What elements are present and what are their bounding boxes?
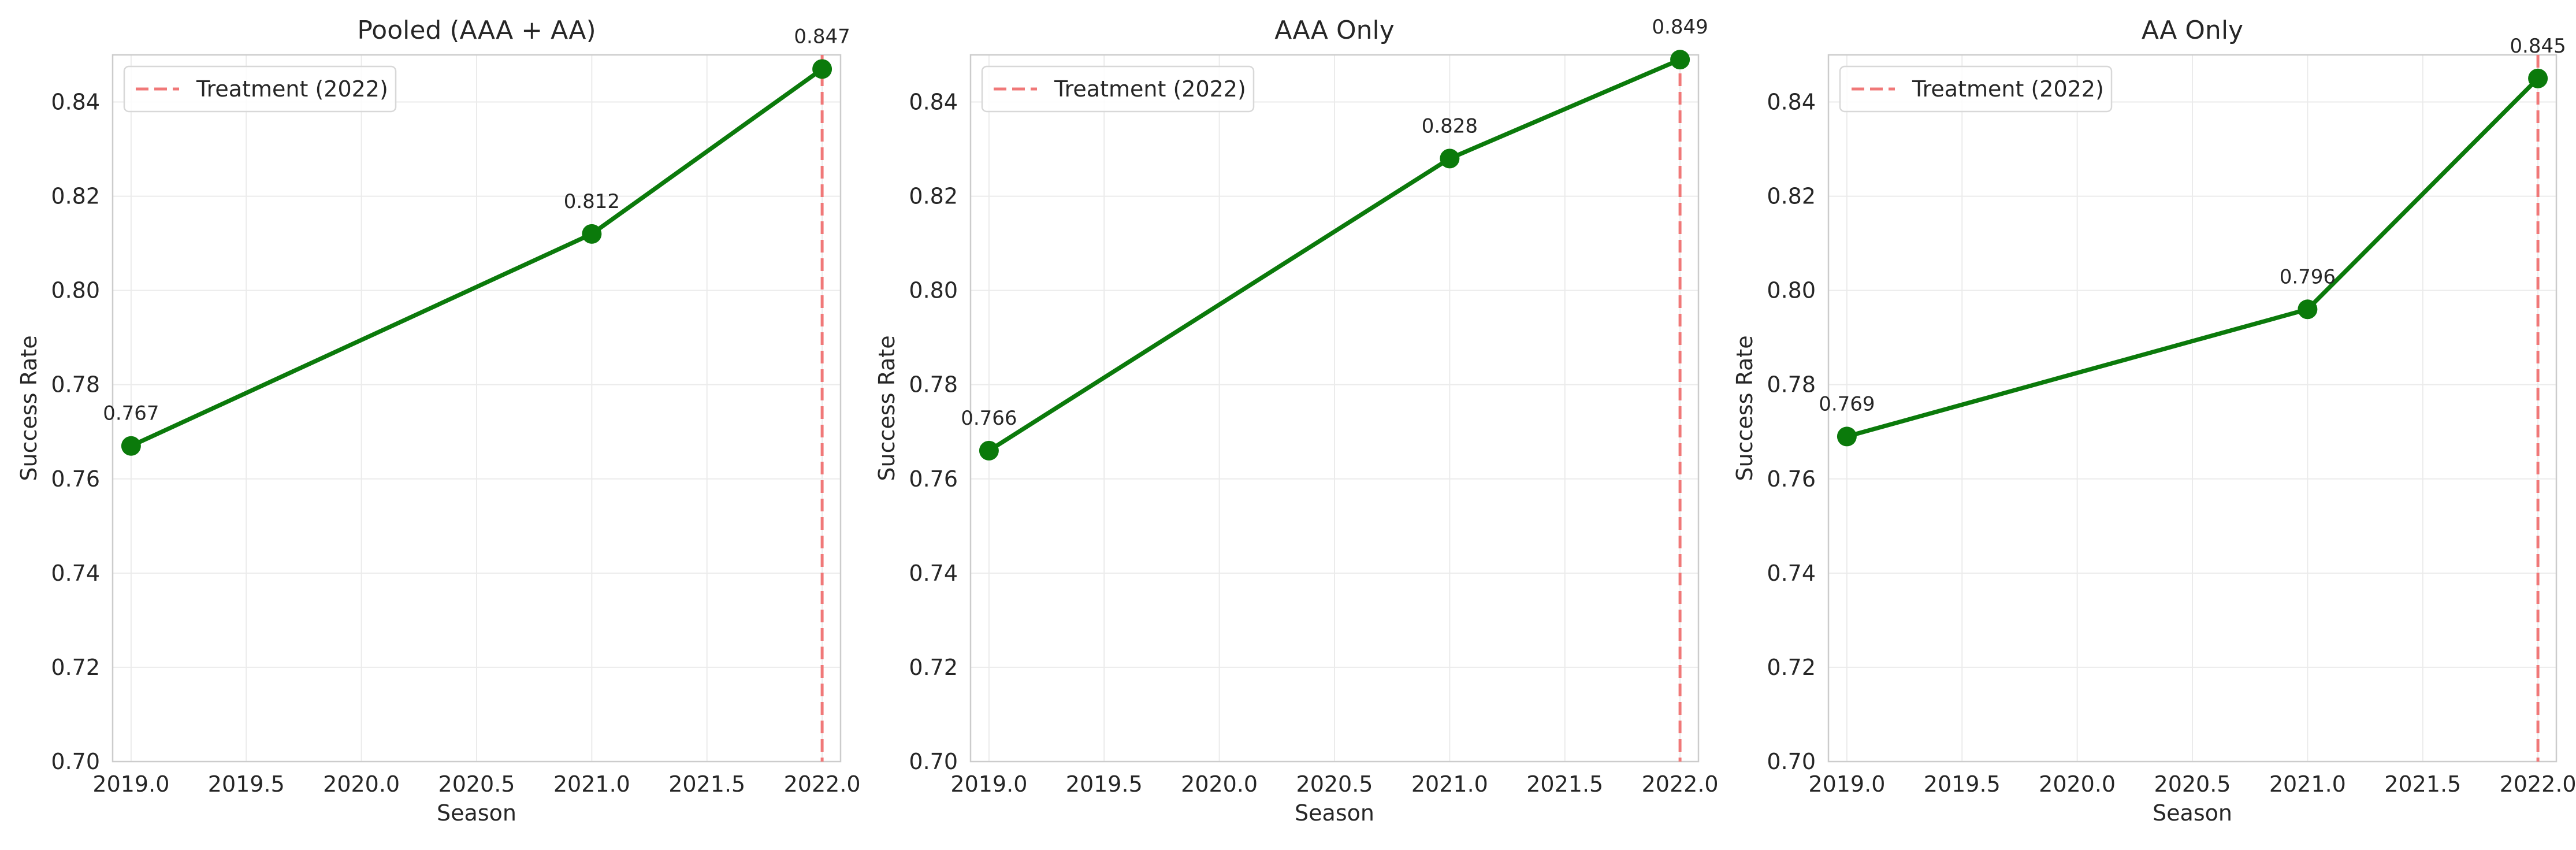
data-label: 0.796 <box>2280 265 2336 288</box>
y-tick-label: 0.80 <box>1767 278 1816 303</box>
x-tick-label: 2020.5 <box>2154 771 2231 797</box>
data-label: 0.769 <box>1819 392 1875 415</box>
legend-label: Treatment (2022) <box>1912 76 2104 102</box>
y-tick-label: 0.76 <box>1767 466 1816 492</box>
y-tick-label: 0.82 <box>909 184 958 209</box>
y-tick-label: 0.76 <box>51 466 100 492</box>
data-point <box>2528 68 2548 88</box>
x-tick-label: 2020.5 <box>438 771 515 797</box>
chart-panel-aaa-only: 2019.0 2019.5 2020.0 2020.5 2021.0 2021.5 2022… <box>874 16 1719 826</box>
y-axis-label: Success Rate <box>16 335 42 481</box>
y-tick-label: 0.84 <box>909 90 958 115</box>
x-tick-label: 2022.0 <box>1642 771 1719 797</box>
x-tick-label: 2019.0 <box>92 771 169 797</box>
x-tick-label: 2020.0 <box>2039 771 2116 797</box>
chart-title: Pooled (AAA + AA) <box>357 16 596 45</box>
x-tick-label: 2019.5 <box>208 771 285 797</box>
x-tick-label: 2021.5 <box>1526 771 1603 797</box>
x-tick-label: 2019.5 <box>1066 771 1143 797</box>
x-tick-label: 2022.0 <box>784 771 861 797</box>
x-tick-label: 2020.5 <box>1296 771 1373 797</box>
legend-box <box>123 65 397 113</box>
y-tick-label: 0.80 <box>51 278 100 303</box>
data-label: 0.849 <box>1652 16 1708 39</box>
data-label: 0.847 <box>794 25 850 48</box>
data-label: 0.845 <box>2510 35 2566 58</box>
y-axis-label: Success Rate <box>874 335 899 481</box>
x-axis-label: Season <box>437 800 516 826</box>
legend-label: Treatment (2022) <box>196 76 388 102</box>
y-tick-label: 0.74 <box>1767 561 1816 586</box>
x-tick-label: 2021.5 <box>2384 771 2461 797</box>
y-tick-label: 0.70 <box>51 749 100 774</box>
y-tick-label: 0.78 <box>51 372 100 398</box>
y-tick-label: 0.72 <box>1767 655 1816 680</box>
y-tick-label: 0.84 <box>1767 90 1816 115</box>
data-point <box>979 440 999 461</box>
y-tick-label: 0.74 <box>51 561 100 586</box>
x-tick-label: 2021.0 <box>1411 771 1488 797</box>
x-tick-label: 2021.5 <box>668 771 745 797</box>
x-tick-label: 2020.0 <box>1181 771 1258 797</box>
data-point <box>1837 426 1857 447</box>
chart-title: AA Only <box>2142 16 2243 45</box>
x-axis-label: Season <box>2153 800 2232 826</box>
y-tick-label: 0.70 <box>1767 749 1816 774</box>
data-label: 0.812 <box>564 190 620 213</box>
data-point <box>2298 299 2318 320</box>
x-tick-label: 2020.0 <box>323 771 400 797</box>
y-tick-label: 0.82 <box>51 184 100 209</box>
data-point <box>1440 149 1460 169</box>
y-tick-label: 0.76 <box>909 466 958 492</box>
x-tick-label: 2022.0 <box>2500 771 2576 797</box>
y-tick-label: 0.82 <box>1767 184 1816 209</box>
data-point <box>812 59 832 79</box>
y-tick-label: 0.72 <box>909 655 958 680</box>
x-axis-label: Season <box>1295 800 1374 826</box>
data-point <box>121 436 141 456</box>
x-tick-label: 2019.5 <box>1924 771 2001 797</box>
y-tick-label: 0.80 <box>909 278 958 303</box>
x-tick-label: 2021.0 <box>553 771 630 797</box>
y-tick-label: 0.84 <box>51 90 100 115</box>
data-label: 0.766 <box>961 407 1017 430</box>
x-tick-label: 2019.0 <box>1808 771 1885 797</box>
y-tick-label: 0.74 <box>909 561 958 586</box>
data-point <box>582 224 602 244</box>
x-tick-label: 2019.0 <box>950 771 1027 797</box>
legend-label: Treatment (2022) <box>1054 76 1246 102</box>
data-point <box>1670 50 1690 70</box>
data-label: 0.828 <box>1422 114 1478 138</box>
y-tick-label: 0.70 <box>909 749 958 774</box>
y-tick-label: 0.78 <box>1767 372 1816 398</box>
y-tick-label: 0.72 <box>51 655 100 680</box>
y-axis-label: Success Rate <box>1732 335 1757 481</box>
chart-panel-aa-only: 2019.0 2019.5 2020.0 2020.5 2021.0 2021.5 2022… <box>1732 16 2576 826</box>
chart-panel-pooled: 2019.0 2019.5 2020.0 2020.5 2021.0 2021.5 2022… <box>16 16 861 826</box>
y-tick-label: 0.78 <box>909 372 958 398</box>
legend-box <box>1839 65 2113 113</box>
data-label: 0.767 <box>103 402 159 425</box>
legend-box <box>981 65 1255 113</box>
axes-frame <box>1827 54 2558 763</box>
x-tick-label: 2021.0 <box>2269 771 2346 797</box>
axes-frame <box>111 54 842 763</box>
chart-title: AAA Only <box>1274 16 1395 45</box>
axes-frame <box>969 54 1700 763</box>
